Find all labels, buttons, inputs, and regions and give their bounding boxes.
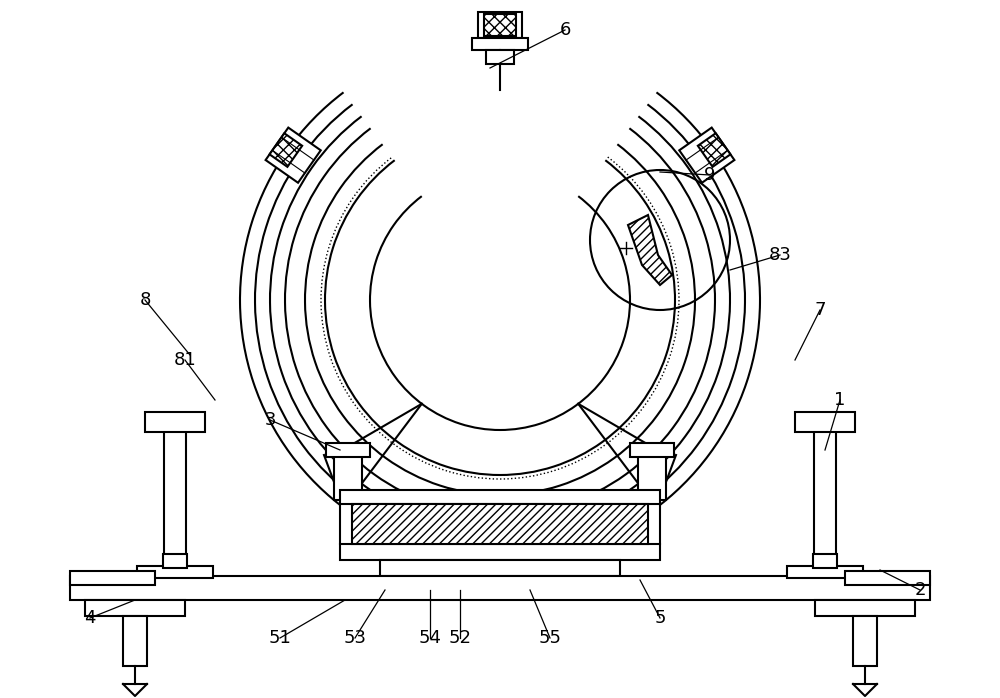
Text: 6: 6	[559, 21, 571, 39]
Bar	[630, 443, 674, 457]
Bar	[123, 616, 147, 666]
Bar	[813, 554, 837, 568]
Polygon shape	[266, 128, 321, 183]
Bar	[137, 566, 213, 578]
Bar	[70, 576, 930, 600]
Text: 51: 51	[269, 629, 291, 647]
Bar	[326, 443, 370, 457]
Text: 2: 2	[914, 581, 926, 599]
Text: 83: 83	[769, 246, 791, 264]
Text: 8: 8	[139, 291, 151, 309]
Bar	[478, 12, 522, 38]
Bar	[85, 600, 185, 616]
Bar	[352, 504, 648, 544]
Bar	[815, 600, 915, 616]
Text: 53: 53	[344, 629, 366, 647]
Bar	[853, 616, 877, 666]
Bar	[845, 571, 930, 585]
Bar	[70, 571, 155, 585]
Bar	[164, 430, 186, 576]
Bar	[787, 566, 863, 578]
Bar	[638, 455, 666, 500]
Polygon shape	[628, 215, 672, 285]
Text: 7: 7	[814, 301, 826, 319]
Text: 81: 81	[174, 351, 196, 369]
Bar	[484, 14, 516, 36]
Text: 3: 3	[264, 411, 276, 429]
Polygon shape	[270, 133, 302, 167]
Text: 4: 4	[84, 609, 96, 627]
Bar	[340, 490, 660, 560]
Text: 55: 55	[538, 629, 562, 647]
Polygon shape	[679, 128, 734, 183]
Bar	[145, 412, 205, 432]
Bar	[795, 412, 855, 432]
Bar	[334, 455, 362, 500]
Bar	[486, 50, 514, 64]
Text: 52: 52	[448, 629, 472, 647]
Bar	[814, 430, 836, 576]
Text: 9: 9	[704, 166, 716, 184]
Polygon shape	[698, 133, 730, 167]
Bar	[380, 560, 620, 576]
Bar	[472, 38, 528, 50]
Text: 54: 54	[418, 629, 442, 647]
Bar	[163, 554, 187, 568]
Text: 5: 5	[654, 609, 666, 627]
Text: 1: 1	[834, 391, 846, 409]
